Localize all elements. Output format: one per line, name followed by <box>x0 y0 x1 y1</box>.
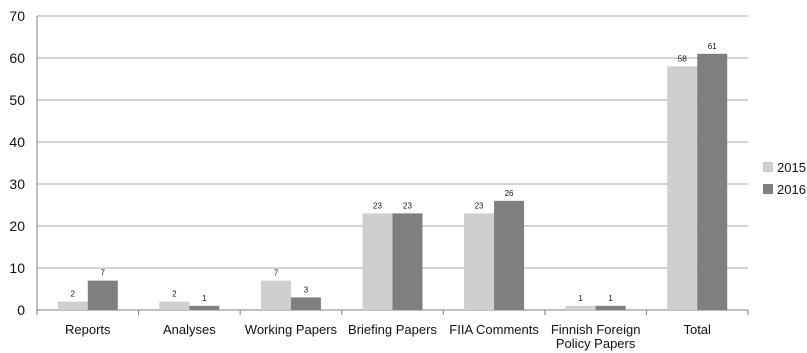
y-tick-label-0: 0 <box>17 302 25 318</box>
x-tick-label-1: Analyses <box>163 322 216 337</box>
bar-2016-2 <box>290 297 321 310</box>
legend-swatch-2015 <box>763 162 773 172</box>
data-label-2016-4: 26 <box>505 189 514 198</box>
data-label-2016-0: 7 <box>101 269 106 278</box>
bar-2016-3 <box>392 213 423 310</box>
data-label-2016-2: 3 <box>304 285 309 294</box>
x-tick-label-6: Total <box>683 322 711 337</box>
bar-2016-0 <box>87 280 118 310</box>
y-tick-label-70: 70 <box>9 8 25 24</box>
y-tick-label-40: 40 <box>9 134 25 150</box>
data-label-2015-4: 23 <box>475 201 484 210</box>
data-label-2015-5: 1 <box>578 294 583 303</box>
data-label-2016-3: 23 <box>403 201 412 210</box>
x-tick-label-0: Reports <box>65 322 111 337</box>
bar-2015-4 <box>464 213 495 310</box>
x-tick-label-4: FIIA Comments <box>449 322 539 337</box>
data-label-2016-1: 1 <box>202 294 207 303</box>
bar-2015-6 <box>667 66 698 311</box>
bar-2015-2 <box>260 280 291 310</box>
bar-2015-3 <box>362 213 393 310</box>
legend-label-2015: 2015 <box>777 160 806 175</box>
bar-2015-0 <box>57 301 88 310</box>
y-tick-label-50: 50 <box>9 92 25 108</box>
y-tick-label-30: 30 <box>9 176 25 192</box>
x-tick-label-2: Working Papers <box>245 322 338 337</box>
y-tick-label-20: 20 <box>9 218 25 234</box>
data-label-2016-6: 61 <box>708 42 717 51</box>
bar-2015-5 <box>565 305 596 310</box>
bar-2016-5 <box>595 305 626 310</box>
data-label-2015-0: 2 <box>71 290 76 299</box>
data-label-2015-2: 7 <box>274 269 279 278</box>
data-label-2015-3: 23 <box>373 201 382 210</box>
data-label-2015-6: 58 <box>678 54 687 63</box>
bar-2016-1 <box>189 305 220 310</box>
legend-swatch-2016 <box>763 184 773 194</box>
x-tick-label-3: Briefing Papers <box>348 322 437 337</box>
bar-2016-4 <box>494 200 525 310</box>
data-label-2015-1: 2 <box>172 290 177 299</box>
bar-2016-6 <box>697 53 728 311</box>
x-tick-label-5: Finnish Foreign Policy Papers <box>551 322 641 351</box>
data-label-2016-5: 1 <box>608 294 613 303</box>
y-tick-label-60: 60 <box>9 50 25 66</box>
bar-2015-1 <box>159 301 190 310</box>
y-tick-label-10: 10 <box>9 260 25 276</box>
legend-label-2016: 2016 <box>777 182 806 197</box>
